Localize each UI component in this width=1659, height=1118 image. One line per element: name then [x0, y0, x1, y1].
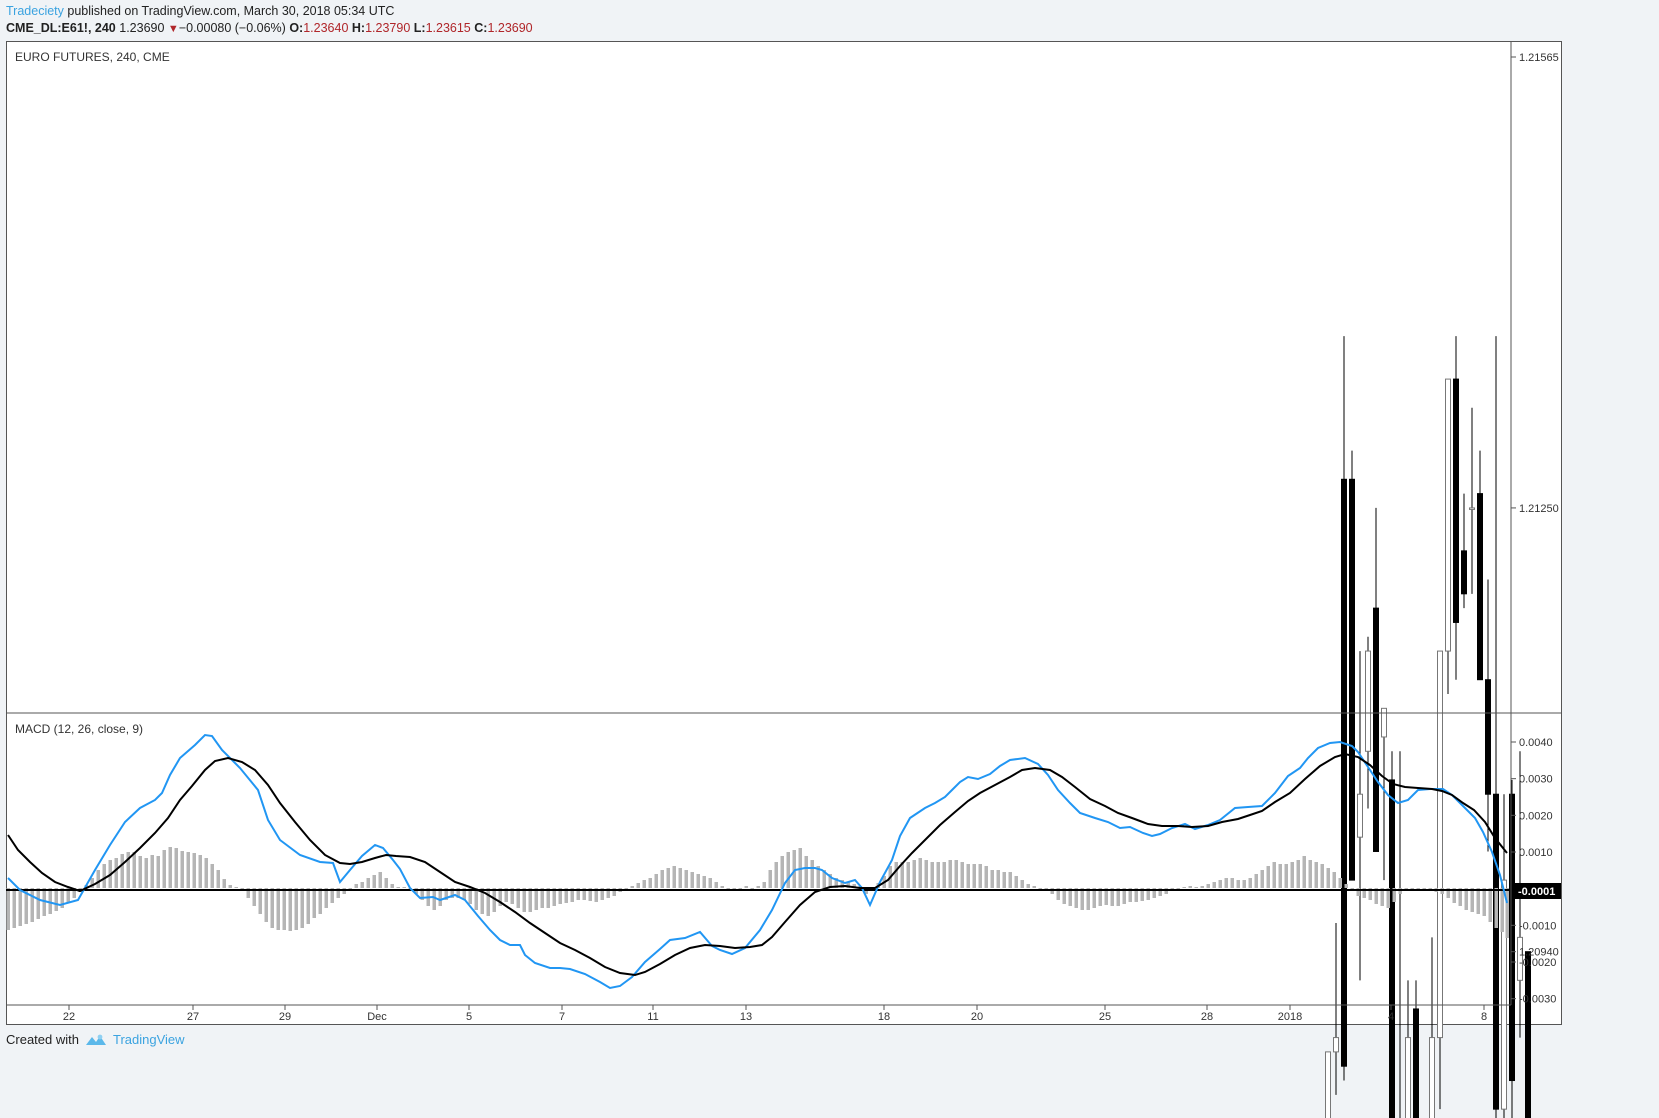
svg-text:20: 20 — [971, 1011, 983, 1023]
svg-text:-0.0020: -0.0020 — [1519, 957, 1556, 969]
svg-text:-0.0001: -0.0001 — [1518, 886, 1555, 898]
open-label: O: — [289, 21, 304, 35]
published-text: published on TradingView.com, March 30, … — [63, 4, 395, 18]
svg-text:0.0020: 0.0020 — [1519, 810, 1553, 822]
axes: 1.215651.212501.209401.206251.203151.200… — [6, 41, 1562, 1023]
price-pane — [1325, 336, 1531, 1118]
svg-text:1.21565: 1.21565 — [1519, 52, 1559, 64]
open-value: 1.23640 — [303, 21, 349, 35]
svg-text:0.0010: 0.0010 — [1519, 847, 1553, 859]
tradingview-logo-icon — [85, 1034, 106, 1045]
svg-text:Dec: Dec — [367, 1011, 387, 1023]
tradingview-link[interactable]: TradingView — [112, 1032, 185, 1047]
price-pane-title: EURO FUTURES, 240, CME — [15, 50, 170, 64]
svg-text:7: 7 — [559, 1011, 565, 1023]
symbol-info: CME_DL:E61!, 240 1.23690 ▼−0.00080 (−0.0… — [6, 21, 533, 35]
svg-text:27: 27 — [187, 1011, 199, 1023]
svg-text:4: 4 — [1388, 1011, 1394, 1023]
author-link[interactable]: Tradeciety — [6, 4, 64, 18]
high-value: 1.23790 — [365, 21, 411, 35]
svg-text:5: 5 — [466, 1011, 472, 1023]
symbol-label: CME_DL:E61!, 240 — [6, 21, 116, 35]
svg-text:2018: 2018 — [1278, 1011, 1302, 1023]
svg-text:13: 13 — [740, 1011, 752, 1023]
macd-pane-title: MACD (12, 26, close, 9) — [15, 722, 144, 736]
svg-text:18: 18 — [878, 1011, 890, 1023]
svg-text:22: 22 — [63, 1011, 75, 1023]
publish-info: Tradeciety published on TradingView.com,… — [6, 4, 394, 18]
down-arrow-icon: ▼ — [167, 23, 179, 35]
svg-text:8: 8 — [1481, 1011, 1487, 1023]
high-label: H: — [351, 21, 366, 35]
svg-text:25: 25 — [1099, 1011, 1111, 1023]
close-value: 1.23690 — [487, 21, 533, 35]
svg-text:-0.0010: -0.0010 — [1519, 920, 1556, 932]
footer: Created with TradingView — [6, 1032, 185, 1047]
low-label: L: — [413, 21, 426, 35]
svg-text:1.21250: 1.21250 — [1519, 503, 1559, 515]
svg-text:0.0030: 0.0030 — [1519, 774, 1553, 786]
price-change: −0.00080 (−0.06%) — [178, 21, 286, 35]
created-with-label: Created with — [6, 1032, 79, 1047]
close-label: C: — [474, 21, 488, 35]
svg-text:28: 28 — [1201, 1011, 1213, 1023]
svg-text:11: 11 — [647, 1011, 658, 1023]
macd-pane — [6, 733, 1510, 990]
svg-text:-0.0030: -0.0030 — [1519, 994, 1556, 1006]
svg-text:0.0040: 0.0040 — [1519, 737, 1553, 749]
svg-text:29: 29 — [279, 1011, 291, 1023]
svg-text:1.20940: 1.20940 — [1519, 947, 1559, 959]
last-price: 1.23690 — [119, 21, 165, 35]
low-value: 1.23615 — [425, 21, 471, 35]
